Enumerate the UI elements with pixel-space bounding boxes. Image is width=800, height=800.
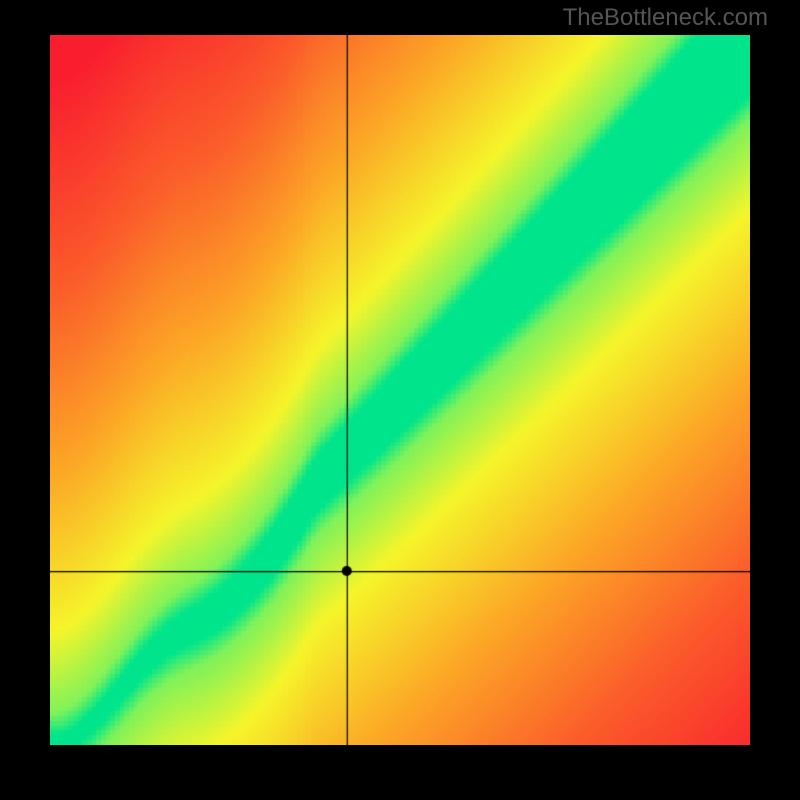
watermark-text: TheBottleneck.com xyxy=(563,4,768,32)
plot-area xyxy=(50,35,750,745)
heatmap-canvas xyxy=(50,35,750,745)
chart-container: TheBottleneck.com xyxy=(0,0,800,800)
